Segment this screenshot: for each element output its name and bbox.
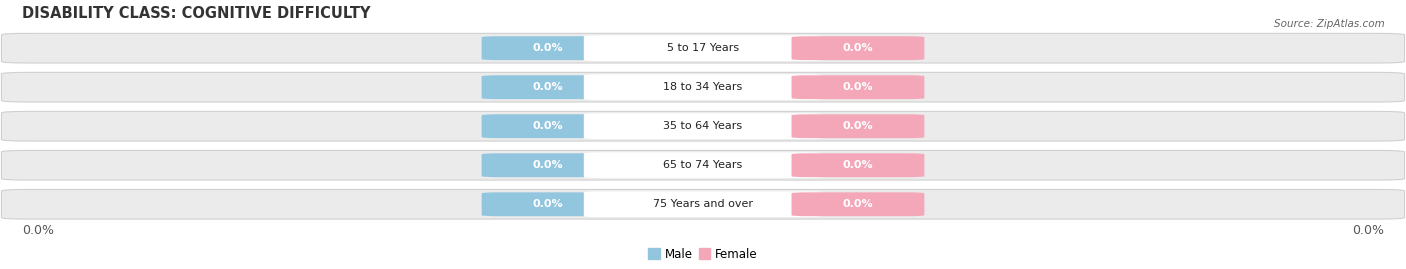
Text: 35 to 64 Years: 35 to 64 Years: [664, 121, 742, 131]
Text: 0.0%: 0.0%: [533, 43, 564, 53]
FancyBboxPatch shape: [1, 189, 1405, 219]
FancyBboxPatch shape: [482, 114, 614, 138]
FancyBboxPatch shape: [792, 36, 924, 60]
FancyBboxPatch shape: [1, 33, 1405, 63]
FancyBboxPatch shape: [482, 75, 614, 99]
FancyBboxPatch shape: [792, 192, 924, 216]
FancyBboxPatch shape: [583, 35, 823, 61]
FancyBboxPatch shape: [583, 152, 823, 178]
Text: 0.0%: 0.0%: [22, 224, 53, 237]
Text: 75 Years and over: 75 Years and over: [652, 199, 754, 209]
Text: 0.0%: 0.0%: [842, 43, 873, 53]
FancyBboxPatch shape: [1, 150, 1405, 180]
Text: 0.0%: 0.0%: [533, 160, 564, 170]
Text: 0.0%: 0.0%: [533, 121, 564, 131]
FancyBboxPatch shape: [1, 111, 1405, 141]
FancyBboxPatch shape: [792, 75, 924, 99]
FancyBboxPatch shape: [583, 191, 823, 217]
FancyBboxPatch shape: [583, 113, 823, 139]
Legend: Male, Female: Male, Female: [648, 248, 758, 261]
Text: 65 to 74 Years: 65 to 74 Years: [664, 160, 742, 170]
Text: 0.0%: 0.0%: [533, 199, 564, 209]
Text: 0.0%: 0.0%: [842, 199, 873, 209]
FancyBboxPatch shape: [482, 36, 614, 60]
FancyBboxPatch shape: [792, 153, 924, 177]
Text: 0.0%: 0.0%: [842, 121, 873, 131]
Text: 18 to 34 Years: 18 to 34 Years: [664, 82, 742, 92]
Text: 0.0%: 0.0%: [842, 82, 873, 92]
Text: Source: ZipAtlas.com: Source: ZipAtlas.com: [1274, 19, 1385, 29]
Text: 0.0%: 0.0%: [842, 160, 873, 170]
Text: 0.0%: 0.0%: [1353, 224, 1384, 237]
FancyBboxPatch shape: [583, 74, 823, 100]
FancyBboxPatch shape: [792, 114, 924, 138]
Text: 0.0%: 0.0%: [533, 82, 564, 92]
FancyBboxPatch shape: [1, 72, 1405, 102]
Text: 5 to 17 Years: 5 to 17 Years: [666, 43, 740, 53]
FancyBboxPatch shape: [482, 192, 614, 216]
FancyBboxPatch shape: [482, 153, 614, 177]
Text: DISABILITY CLASS: COGNITIVE DIFFICULTY: DISABILITY CLASS: COGNITIVE DIFFICULTY: [22, 6, 370, 20]
